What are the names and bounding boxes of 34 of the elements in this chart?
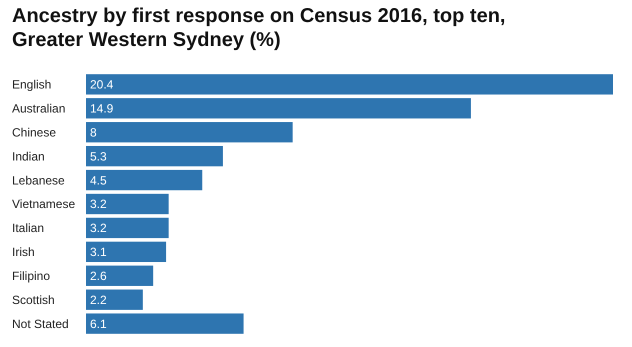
- data-label: 3.2: [90, 221, 108, 236]
- data-label: 2.2: [90, 292, 108, 307]
- bar: [86, 194, 169, 214]
- bar: [86, 218, 169, 238]
- bar: [86, 313, 244, 334]
- y-tick-label: Scottish: [12, 292, 55, 307]
- y-tick-label: Not Stated: [12, 316, 69, 331]
- y-tick-label: Lebanese: [12, 173, 66, 188]
- data-label: 20.4: [90, 78, 114, 92]
- data-label: 3.2: [90, 197, 108, 212]
- data-label: 5.3: [90, 149, 108, 164]
- y-tick-label: Filipino: [12, 268, 50, 283]
- data-label: 8: [90, 125, 97, 140]
- data-label: 3.1: [90, 245, 108, 260]
- chart-title: Ancestry by first response on Census 2016, top ten, Greater Western Sydney (%): [12, 5, 506, 51]
- data-label: 4.5: [90, 173, 108, 188]
- y-tick-label: Italian: [12, 221, 44, 236]
- y-tick-label: Indian: [12, 149, 45, 164]
- data-label: 14.9: [90, 101, 114, 116]
- y-tick-label: Vietnamese: [12, 197, 76, 212]
- y-tick-label: Australian: [12, 101, 66, 116]
- y-tick-label: English: [12, 78, 52, 92]
- data-label: 2.6: [90, 268, 108, 283]
- bar: [86, 242, 166, 262]
- bar: [86, 74, 613, 95]
- data-label: 6.1: [90, 316, 108, 331]
- bar: [86, 98, 471, 118]
- bar: [86, 170, 202, 190]
- bar: [86, 122, 293, 142]
- y-tick-label: Chinese: [12, 125, 56, 140]
- y-tick-label: Irish: [12, 245, 35, 260]
- bar: [86, 290, 143, 310]
- bar: [86, 146, 223, 166]
- bar: [86, 266, 154, 286]
